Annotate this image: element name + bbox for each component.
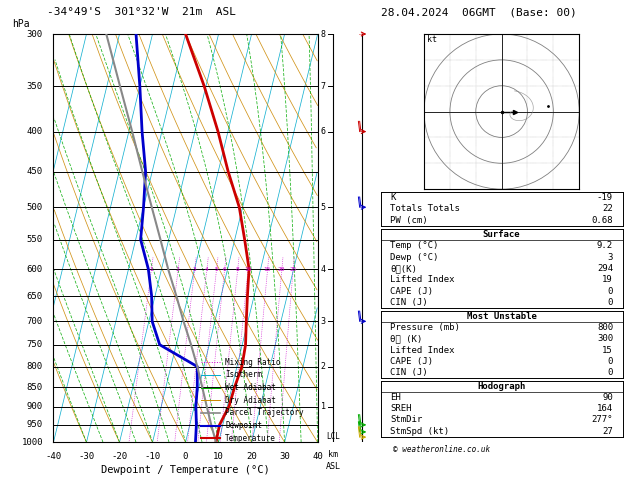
Text: -30: -30 [79,452,94,462]
Text: θᴄ (K): θᴄ (K) [390,334,423,343]
Text: 20: 20 [246,452,257,462]
Text: 950: 950 [27,420,43,429]
Text: 7: 7 [321,82,326,91]
Text: 600: 600 [27,264,43,274]
Text: 277°: 277° [591,416,613,424]
Text: 90: 90 [603,393,613,402]
Text: Dewpoint: Dewpoint [225,421,262,430]
Text: SREH: SREH [390,404,412,413]
Text: 1000: 1000 [21,438,43,447]
Text: Dry Adiabat: Dry Adiabat [225,396,276,405]
Text: CAPE (J): CAPE (J) [390,287,433,296]
Text: CIN (J): CIN (J) [390,368,428,377]
Text: 750: 750 [27,340,43,349]
Text: 3: 3 [192,267,196,272]
Text: 800: 800 [597,323,613,332]
Text: 0: 0 [608,298,613,307]
Text: CAPE (J): CAPE (J) [390,357,433,366]
Text: Wet Adiabat: Wet Adiabat [225,383,276,392]
Text: 40: 40 [312,452,323,462]
Text: Hodograph: Hodograph [477,382,526,391]
Text: 0: 0 [608,357,613,366]
Text: θᴄ(K): θᴄ(K) [390,264,417,273]
Text: Pressure (mb): Pressure (mb) [390,323,460,332]
Text: -20: -20 [111,452,128,462]
Text: 300: 300 [27,30,43,38]
Text: Isotherm: Isotherm [225,370,262,380]
Text: 19: 19 [603,276,613,284]
Text: 3: 3 [321,317,326,326]
Text: 850: 850 [27,382,43,392]
Text: Dewpoint / Temperature (°C): Dewpoint / Temperature (°C) [101,465,270,475]
Text: Most Unstable: Most Unstable [467,312,537,321]
Text: -10: -10 [145,452,160,462]
Text: -40: -40 [45,452,62,462]
Text: -34°49'S  301°32'W  21m  ASL: -34°49'S 301°32'W 21m ASL [47,7,236,17]
Text: 30: 30 [279,452,290,462]
Text: Lifted Index: Lifted Index [390,346,455,355]
Text: 4: 4 [321,264,326,274]
Text: 27: 27 [603,427,613,436]
Text: Temp (°C): Temp (°C) [390,241,438,250]
Text: 700: 700 [27,317,43,326]
Text: 6: 6 [321,127,326,136]
Text: 400: 400 [27,127,43,136]
Text: Parcel Trajectory: Parcel Trajectory [225,408,304,417]
Text: Mixing Ratio: Mixing Ratio [225,358,281,367]
Text: 650: 650 [27,292,43,301]
Text: 1: 1 [149,267,153,272]
Text: 500: 500 [27,203,43,212]
Text: 20: 20 [278,267,286,272]
Text: 9.2: 9.2 [597,241,613,250]
Text: 450: 450 [27,167,43,176]
Text: LCL: LCL [326,432,340,441]
Text: CIN (J): CIN (J) [390,298,428,307]
Text: 900: 900 [27,402,43,411]
Text: -19: -19 [597,193,613,202]
Text: 0: 0 [608,368,613,377]
Text: 350: 350 [27,82,43,91]
Text: EH: EH [390,393,401,402]
Text: Surface: Surface [483,230,520,239]
Text: km: km [328,450,338,459]
Text: 0.68: 0.68 [591,216,613,225]
Text: Temperature: Temperature [225,434,276,443]
Text: 1: 1 [321,402,326,411]
Text: 5: 5 [214,267,218,272]
Text: Totals Totals: Totals Totals [390,205,460,213]
Text: StmSpd (kt): StmSpd (kt) [390,427,449,436]
Text: PW (cm): PW (cm) [390,216,428,225]
Text: K: K [390,193,396,202]
Text: 28.04.2024  06GMT  (Base: 00): 28.04.2024 06GMT (Base: 00) [381,7,576,17]
Text: 0: 0 [183,452,188,462]
Text: Lifted Index: Lifted Index [390,276,455,284]
Text: Dewp (°C): Dewp (°C) [390,253,438,261]
Text: 10: 10 [244,267,252,272]
Text: 164: 164 [597,404,613,413]
Text: 800: 800 [27,362,43,371]
Text: 8: 8 [321,30,326,38]
Text: 10: 10 [213,452,224,462]
Text: © weatheronline.co.uk: © weatheronline.co.uk [392,445,490,454]
Text: 25: 25 [289,267,297,272]
Text: 300: 300 [597,334,613,343]
Text: hPa: hPa [13,19,30,29]
Text: 2: 2 [321,362,326,371]
Text: 6: 6 [223,267,226,272]
Text: ASL: ASL [326,462,341,471]
Text: 2: 2 [176,267,180,272]
Text: StmDir: StmDir [390,416,423,424]
Text: kt: kt [426,35,437,44]
Text: 15: 15 [264,267,271,272]
Text: 5: 5 [321,203,326,212]
Text: 550: 550 [27,235,43,244]
Text: 8: 8 [236,267,239,272]
Text: 3: 3 [608,253,613,261]
Text: 4: 4 [204,267,208,272]
Text: 22: 22 [603,205,613,213]
Text: 0: 0 [608,287,613,296]
Text: 294: 294 [597,264,613,273]
Text: 15: 15 [603,346,613,355]
